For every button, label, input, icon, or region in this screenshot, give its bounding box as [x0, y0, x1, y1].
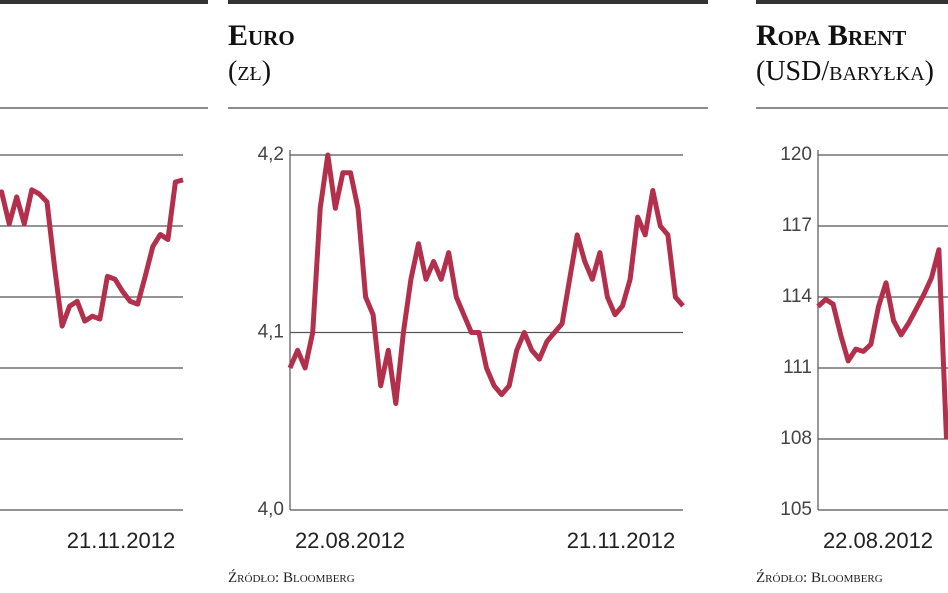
y-tick-label: 108 [780, 428, 812, 449]
source: Źródło: Bloomberg [228, 569, 355, 586]
y-tick-label: 4,2 [258, 144, 284, 165]
y-tick-label: 111 [783, 357, 812, 378]
chart-subtitle: (zł) [228, 56, 271, 87]
y-tick-label: 4,0 [258, 499, 284, 520]
x-tick-label: 21.11.2012 [67, 528, 175, 553]
line [0, 177, 184, 329]
x-tick-label: 22.08.2012 [823, 528, 933, 553]
chart-title: Ropa Brent [756, 19, 906, 52]
source: Źródło: Bloomberg [756, 569, 883, 586]
y-tick-label: 114 [782, 286, 813, 307]
x-tick-label: 21.11.2012 [567, 528, 675, 553]
chart-title: Euro [228, 19, 295, 52]
y-tick-label: 117 [782, 215, 812, 236]
y-tick-label: 4,1 [258, 322, 284, 343]
y-tick-label: 105 [780, 499, 812, 520]
y-tick-label: 120 [780, 144, 812, 165]
x-tick-label: 22.08.2012 [295, 528, 405, 553]
line [816, 247, 948, 440]
chart-subtitle: (USD/baryłka) [756, 56, 934, 87]
line [287, 152, 685, 406]
